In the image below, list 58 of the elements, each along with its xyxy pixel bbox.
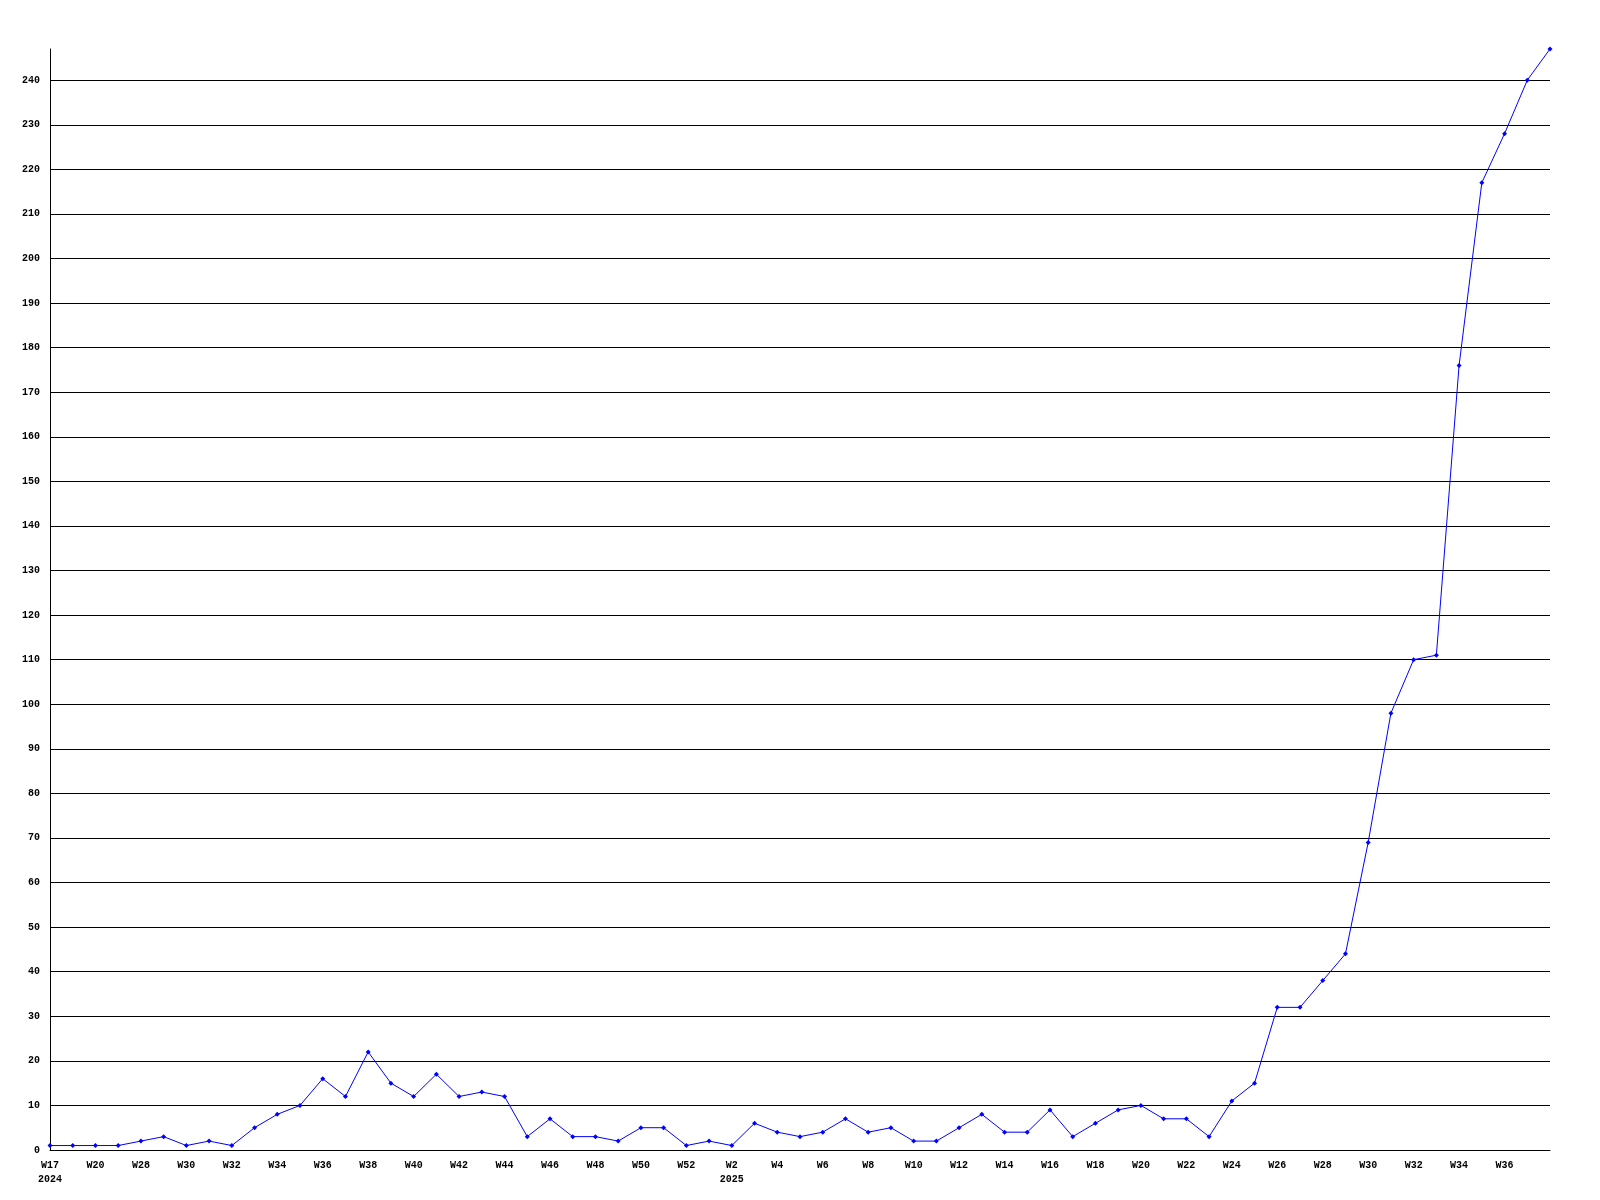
x-tick-label: W14 bbox=[995, 1159, 1014, 1171]
y-tick-label: 30 bbox=[27, 1010, 40, 1022]
y-tick-label: 90 bbox=[27, 743, 40, 755]
x-tick-label: W48 bbox=[586, 1159, 605, 1171]
y-tick-label: 150 bbox=[21, 475, 40, 487]
y-tick-label: 10 bbox=[27, 1099, 40, 1111]
x-tick-label: W38 bbox=[359, 1159, 378, 1171]
y-tick-label: 40 bbox=[27, 966, 40, 978]
x-tick-label: W42 bbox=[450, 1159, 469, 1171]
y-tick-label: 120 bbox=[21, 609, 40, 621]
x-tick-label: W4 bbox=[771, 1159, 784, 1171]
x-tick-label: W30 bbox=[177, 1159, 196, 1171]
y-tick-label: 220 bbox=[21, 163, 40, 175]
x-tick-label: W8 bbox=[862, 1159, 875, 1171]
y-tick-label: 0 bbox=[33, 1144, 40, 1156]
y-tick-label: 230 bbox=[21, 119, 40, 131]
y-tick-label: 70 bbox=[27, 832, 40, 844]
x-tick-label: W16 bbox=[1040, 1159, 1060, 1171]
x-tick-label: W2 2025 bbox=[719, 1159, 744, 1185]
y-tick-label: 170 bbox=[21, 386, 40, 398]
x-tick-label: W6 bbox=[816, 1159, 829, 1171]
y-tick-label: 140 bbox=[21, 520, 40, 532]
y-tick-label: 190 bbox=[21, 297, 40, 309]
x-tick-label: W30 bbox=[1359, 1159, 1378, 1171]
x-tick-label: W10 bbox=[904, 1159, 923, 1171]
x-tick-label: W17 2024 bbox=[37, 1159, 63, 1185]
x-tick-label: W26 bbox=[1268, 1159, 1287, 1171]
x-tick-label: W46 bbox=[540, 1159, 560, 1171]
x-tick-label: W34 bbox=[268, 1159, 287, 1171]
x-tick-label: W28 bbox=[131, 1159, 150, 1171]
x-tick-label: W24 bbox=[1222, 1159, 1241, 1171]
y-tick-label: 60 bbox=[27, 877, 40, 889]
y-tick-label: 130 bbox=[21, 565, 40, 577]
x-tick-label: W18 bbox=[1086, 1159, 1105, 1171]
y-tick-label: 210 bbox=[21, 208, 40, 220]
y-tick-label: 110 bbox=[21, 654, 40, 666]
x-tick-label: W12 bbox=[950, 1159, 969, 1171]
x-tick-label: W36 bbox=[313, 1159, 332, 1171]
y-tick-label: 50 bbox=[27, 921, 40, 933]
x-tick-label: W44 bbox=[495, 1159, 514, 1171]
y-tick-label: 20 bbox=[27, 1055, 40, 1067]
x-tick-label: W36 bbox=[1495, 1159, 1514, 1171]
y-tick-label: 100 bbox=[21, 698, 40, 710]
x-tick-label: W28 bbox=[1313, 1159, 1332, 1171]
y-tick-label: 80 bbox=[27, 787, 40, 799]
x-tick-label: W32 bbox=[1404, 1159, 1423, 1171]
x-tick-label: W20 bbox=[1131, 1159, 1150, 1171]
x-tick-label: W50 bbox=[631, 1159, 650, 1171]
x-tick-label: W40 bbox=[404, 1159, 423, 1171]
x-tick-label: W20 bbox=[86, 1159, 105, 1171]
x-tick-label: W32 bbox=[222, 1159, 241, 1171]
x-tick-label: W22 bbox=[1177, 1159, 1196, 1171]
y-tick-label: 240 bbox=[21, 74, 40, 86]
x-tick-label: W52 bbox=[677, 1159, 696, 1171]
y-tick-label: 160 bbox=[21, 431, 40, 443]
y-tick-label: 180 bbox=[21, 342, 40, 354]
x-tick-label: W34 bbox=[1450, 1159, 1469, 1171]
y-tick-label: 200 bbox=[21, 253, 40, 264]
